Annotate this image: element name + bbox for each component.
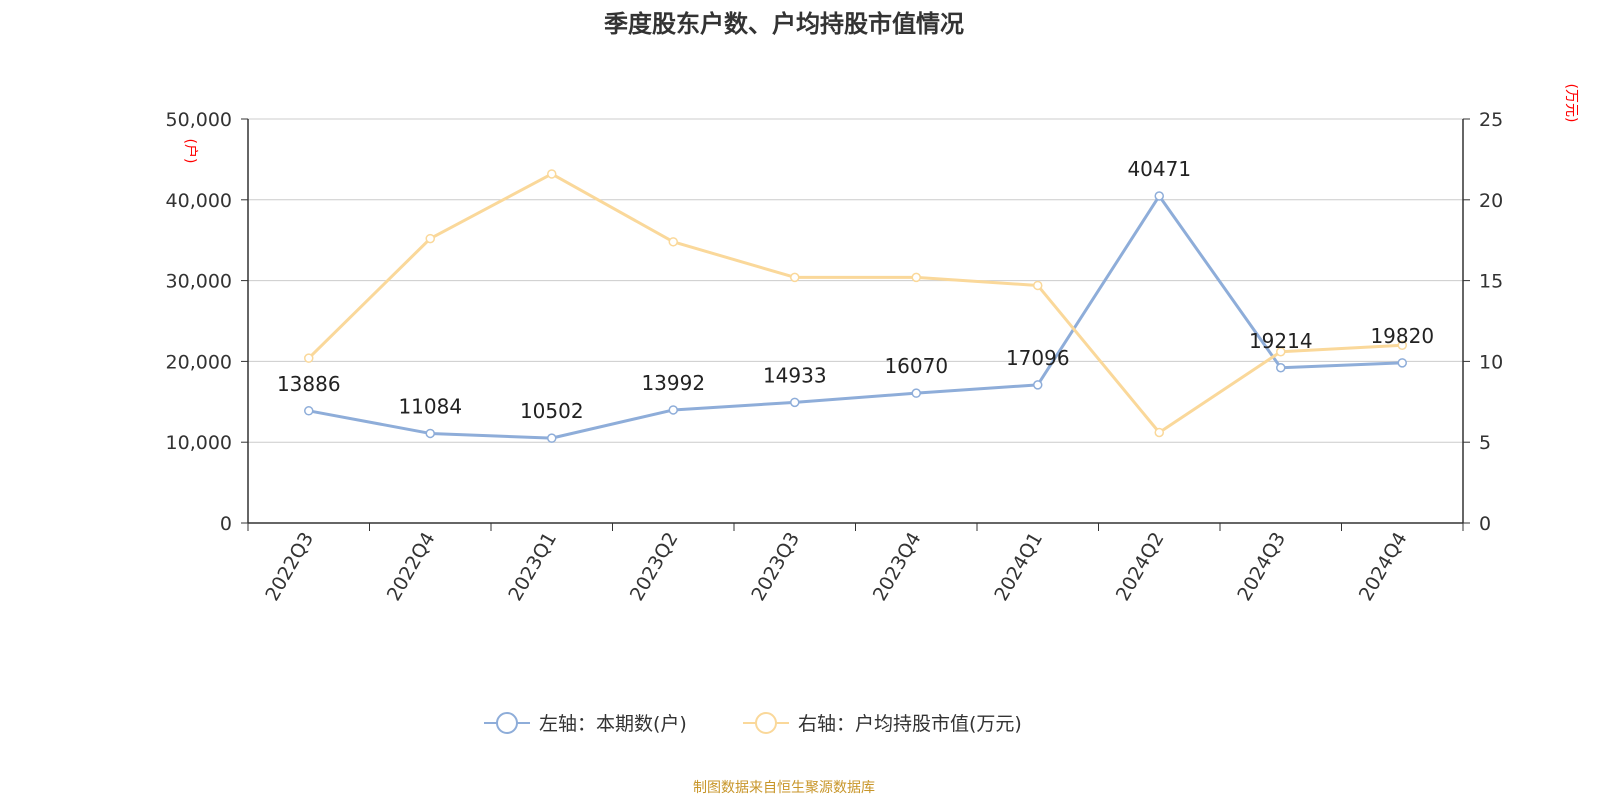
data-label: 19820 xyxy=(1370,324,1434,348)
legend-label-2: 右轴：户均持股市值(万元) xyxy=(798,713,1022,735)
data-label: 17096 xyxy=(1006,346,1070,370)
legend-label-1: 左轴：本期数(户) xyxy=(539,713,687,735)
data-label: 14933 xyxy=(763,363,827,387)
right-axis-unit: (万元) xyxy=(1563,84,1579,123)
series-2-point xyxy=(911,272,921,283)
data-label: 13886 xyxy=(277,372,341,396)
data-label: 13992 xyxy=(641,371,705,395)
right-axis-tick-label: 10 xyxy=(1479,351,1503,373)
right-axis-tick-label: 15 xyxy=(1479,271,1503,293)
left-axis-tick-label: 40,000 xyxy=(166,190,232,212)
series-2-point xyxy=(1154,427,1164,438)
data-labels: 13886 11084 10502 13992 14933 16070 17096 40471… xyxy=(277,157,1434,423)
data-label: 40471 xyxy=(1127,157,1191,181)
x-axis-label: 2023Q2 xyxy=(626,529,683,605)
legend-marker-1 xyxy=(496,712,518,734)
series-1-point xyxy=(1276,363,1286,373)
series-line-1 xyxy=(308,194,1403,440)
left-axis-tick-label: 0 xyxy=(220,513,232,535)
right-axis-tick-label: 0 xyxy=(1479,513,1491,535)
right-axis-tick-label: 25 xyxy=(1479,109,1503,131)
series-2-point xyxy=(1397,340,1407,350)
legend[interactable]: 左轴：本期数(户) 右轴：户均持股市值(万元) xyxy=(484,712,1022,735)
series-1-point xyxy=(1154,191,1164,201)
x-axis-label: 2024Q4 xyxy=(1355,529,1412,605)
series-1-point xyxy=(911,388,921,398)
grid-lines xyxy=(248,118,1463,443)
chart-title: 季度股东户数、户均持股市值情况 xyxy=(604,10,964,38)
x-axis-label: 2023Q4 xyxy=(869,529,926,605)
series-2-point xyxy=(790,272,800,283)
x-axis-label: 2022Q3 xyxy=(261,529,318,605)
series-2-point xyxy=(425,233,435,244)
series-2-point xyxy=(668,237,678,247)
series-1-point xyxy=(1033,380,1043,390)
series-1-point xyxy=(668,405,678,415)
series-1-point xyxy=(547,433,557,443)
series-2-point xyxy=(1033,280,1043,291)
left-axis-tick-label: 10,000 xyxy=(166,432,232,454)
right-axis-tick-label: 5 xyxy=(1479,432,1491,454)
x-axis-label: 2022Q4 xyxy=(383,529,440,605)
series xyxy=(304,169,1407,443)
x-axis-label: 2023Q1 xyxy=(504,529,561,605)
x-axis-label: 2024Q3 xyxy=(1233,529,1290,605)
series-2-point xyxy=(304,353,314,363)
series-2-point xyxy=(547,169,557,179)
x-axis-label: 2023Q3 xyxy=(747,529,804,605)
series-line-2 xyxy=(307,172,1403,435)
series-2-point xyxy=(1276,346,1286,357)
left-axis-tick-label: 30,000 xyxy=(166,271,232,293)
axes: 010,00020,00030,00040,00050,000051015202… xyxy=(166,109,1504,605)
x-axis-label: 2024Q2 xyxy=(1112,529,1169,605)
data-label: 11084 xyxy=(398,394,462,418)
source-note: 制图数据来自恒生聚源数据库 xyxy=(693,780,875,796)
series-1-point xyxy=(1397,358,1407,368)
series-1-point xyxy=(304,406,314,416)
left-axis-tick-label: 50,000 xyxy=(166,109,232,131)
series-1-point xyxy=(790,397,800,408)
data-label: 16070 xyxy=(884,354,948,378)
data-label: 10502 xyxy=(520,399,584,423)
x-axis-label: 2024Q1 xyxy=(990,529,1047,605)
right-axis-tick-label: 20 xyxy=(1479,190,1503,212)
left-axis-unit: (户) xyxy=(182,139,199,164)
legend-marker-2 xyxy=(755,712,777,734)
left-axis-tick-label: 20,000 xyxy=(166,351,232,373)
series-1-point xyxy=(425,428,435,439)
data-label: 19214 xyxy=(1249,329,1313,353)
